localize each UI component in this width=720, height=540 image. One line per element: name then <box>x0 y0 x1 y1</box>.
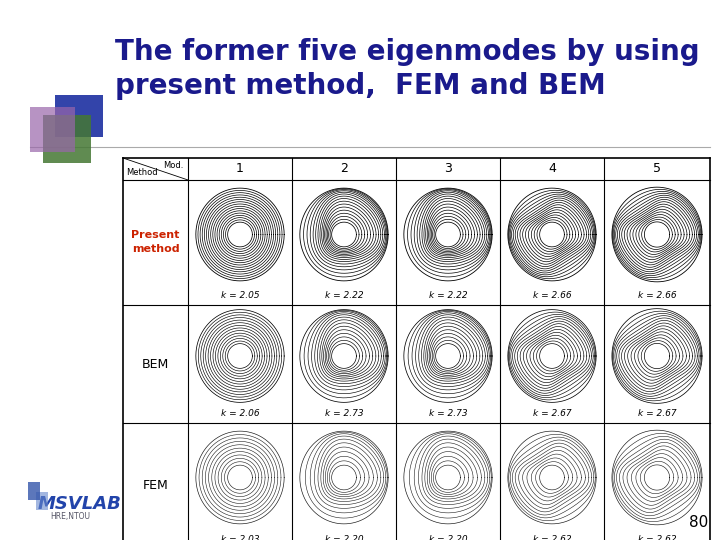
Text: k = 2.05: k = 2.05 <box>221 292 259 300</box>
Text: HRE,NTOU: HRE,NTOU <box>50 512 90 521</box>
Bar <box>55 95 103 137</box>
Polygon shape <box>332 222 356 247</box>
Polygon shape <box>332 343 356 368</box>
Text: 5: 5 <box>653 163 661 176</box>
Text: k = 2.22: k = 2.22 <box>325 292 364 300</box>
Text: k = 2.20: k = 2.20 <box>428 535 467 540</box>
Text: k = 2.73: k = 2.73 <box>428 409 467 418</box>
Text: BEM: BEM <box>142 357 169 370</box>
Polygon shape <box>228 465 253 490</box>
Polygon shape <box>612 187 702 282</box>
Polygon shape <box>644 343 670 369</box>
Polygon shape <box>300 188 388 281</box>
Polygon shape <box>508 431 596 524</box>
Polygon shape <box>436 343 460 368</box>
Text: present method,  FEM and BEM: present method, FEM and BEM <box>115 72 606 100</box>
Text: k = 2.66: k = 2.66 <box>638 292 676 300</box>
Polygon shape <box>404 188 492 281</box>
Text: k = 2.62: k = 2.62 <box>638 535 676 540</box>
Bar <box>43 115 91 163</box>
Text: Present
method: Present method <box>131 231 180 254</box>
Polygon shape <box>196 431 284 524</box>
Polygon shape <box>228 343 253 368</box>
Text: MSVLAB: MSVLAB <box>38 495 122 513</box>
Text: 2: 2 <box>340 163 348 176</box>
Text: k = 2.66: k = 2.66 <box>533 292 571 300</box>
Polygon shape <box>508 188 596 281</box>
Text: Method: Method <box>126 168 158 177</box>
Bar <box>28 482 40 500</box>
Polygon shape <box>404 431 492 524</box>
Polygon shape <box>539 343 564 368</box>
Polygon shape <box>300 309 388 402</box>
Polygon shape <box>612 430 702 525</box>
Polygon shape <box>612 309 702 403</box>
Text: k = 2.22: k = 2.22 <box>428 292 467 300</box>
Bar <box>30 107 75 152</box>
Polygon shape <box>539 222 564 247</box>
Text: k = 2.67: k = 2.67 <box>533 409 571 418</box>
Text: 3: 3 <box>444 163 452 176</box>
Polygon shape <box>539 465 564 490</box>
Text: 80: 80 <box>689 515 708 530</box>
Polygon shape <box>436 222 460 247</box>
Polygon shape <box>332 465 356 490</box>
Polygon shape <box>196 188 284 281</box>
Text: k = 2.03: k = 2.03 <box>221 535 259 540</box>
Text: k = 2.73: k = 2.73 <box>325 409 364 418</box>
Text: k = 2.67: k = 2.67 <box>638 409 676 418</box>
Text: k = 2.20: k = 2.20 <box>325 535 364 540</box>
Text: 4: 4 <box>548 163 556 176</box>
Text: k = 2.62: k = 2.62 <box>533 535 571 540</box>
Polygon shape <box>644 222 670 247</box>
Text: FEM: FEM <box>143 479 168 492</box>
Polygon shape <box>644 465 670 490</box>
Polygon shape <box>196 309 284 402</box>
Bar <box>36 492 48 510</box>
Text: 1: 1 <box>236 163 244 176</box>
Text: The former five eigenmodes by using: The former five eigenmodes by using <box>115 38 700 66</box>
Text: k = 2.06: k = 2.06 <box>221 409 259 418</box>
Polygon shape <box>508 309 596 402</box>
Polygon shape <box>228 222 253 247</box>
Polygon shape <box>436 465 460 490</box>
Polygon shape <box>300 431 388 524</box>
Text: Mod.: Mod. <box>163 161 184 170</box>
Polygon shape <box>404 309 492 402</box>
